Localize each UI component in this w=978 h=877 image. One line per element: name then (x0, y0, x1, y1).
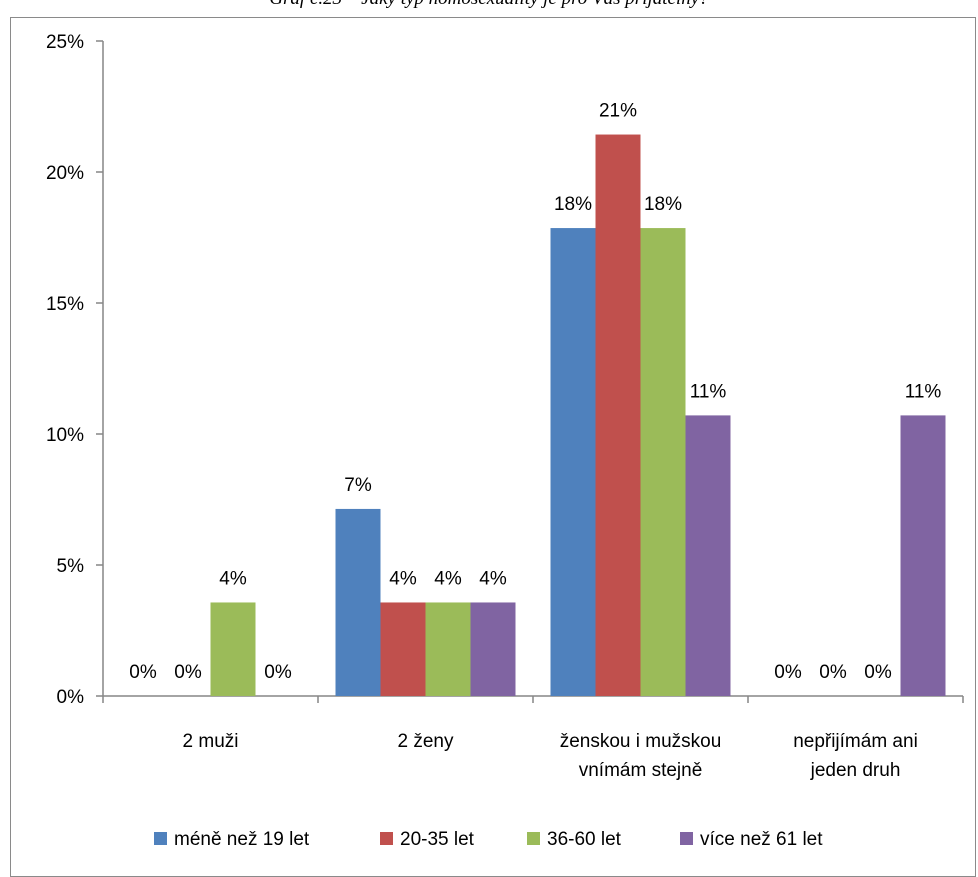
legend-label: více než 61 let (700, 829, 823, 850)
data-label: 0% (129, 662, 157, 683)
bar (210, 602, 256, 696)
data-label: 0% (774, 662, 802, 683)
legend-swatch (527, 832, 540, 845)
bar (425, 602, 471, 696)
data-label: 7% (344, 475, 372, 496)
data-label: 0% (864, 662, 892, 683)
data-label: 11% (905, 381, 942, 402)
bar (640, 228, 686, 696)
bar (550, 228, 596, 696)
chart-caption: Graf č.23 – Jaký typ homosexuality je pr… (0, 0, 978, 10)
data-label: 11% (690, 381, 727, 402)
legend-swatch (680, 832, 693, 845)
category-label: nepřijímám ani jeden druh (793, 731, 918, 781)
category-label: 2 ženy (398, 731, 454, 752)
data-label: 18% (554, 194, 592, 215)
data-label: 4% (219, 568, 247, 589)
y-tick-label: 15% (46, 294, 84, 315)
category-label: ženskou i mužskou vnímám stejně (560, 731, 722, 781)
y-tick-label: 0% (57, 687, 85, 708)
y-tick-label: 5% (57, 556, 85, 577)
legend-label: 20-35 let (400, 829, 475, 850)
bar (380, 602, 426, 696)
legend-swatch (154, 832, 167, 845)
legend-swatch (380, 832, 393, 845)
bar (685, 415, 731, 696)
data-label: 0% (174, 662, 202, 683)
y-tick-label: 25% (46, 32, 84, 53)
data-label: 0% (819, 662, 847, 683)
category-label: 2 muži (183, 731, 239, 752)
bar (470, 602, 516, 696)
data-label: 21% (599, 101, 637, 122)
y-tick-label: 10% (46, 425, 84, 446)
data-label: 0% (264, 662, 292, 683)
y-tick-label: 20% (46, 163, 84, 184)
bar (900, 415, 946, 696)
data-label: 4% (434, 568, 462, 589)
data-label: 4% (389, 568, 417, 589)
legend-label: 36-60 let (547, 829, 622, 850)
data-label: 4% (479, 568, 507, 589)
bar (595, 134, 641, 696)
bar (335, 508, 381, 696)
legend-label: méně než 19 let (174, 829, 310, 850)
chart-frame (10, 17, 976, 877)
data-label: 18% (644, 194, 682, 215)
